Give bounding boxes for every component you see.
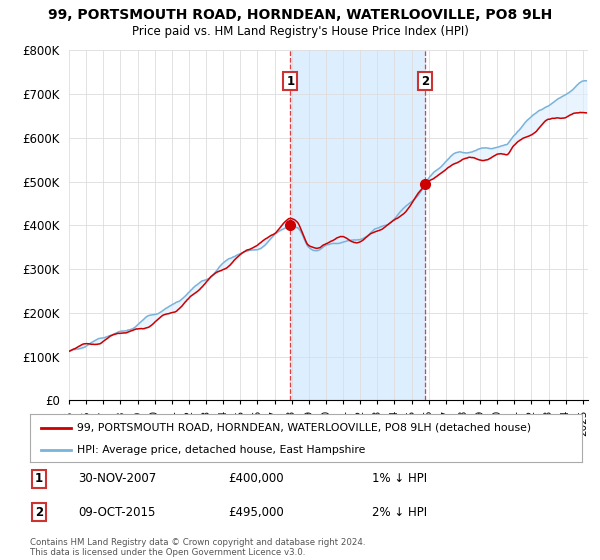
Text: 30-NOV-2007: 30-NOV-2007	[78, 472, 156, 486]
Text: £495,000: £495,000	[228, 506, 284, 519]
Text: 2: 2	[421, 74, 429, 87]
Text: £400,000: £400,000	[228, 472, 284, 486]
Text: Price paid vs. HM Land Registry's House Price Index (HPI): Price paid vs. HM Land Registry's House …	[131, 25, 469, 38]
Text: 99, PORTSMOUTH ROAD, HORNDEAN, WATERLOOVILLE, PO8 9LH (detached house): 99, PORTSMOUTH ROAD, HORNDEAN, WATERLOOV…	[77, 423, 531, 433]
Text: 99, PORTSMOUTH ROAD, HORNDEAN, WATERLOOVILLE, PO8 9LH: 99, PORTSMOUTH ROAD, HORNDEAN, WATERLOOV…	[48, 8, 552, 22]
Text: 1: 1	[286, 74, 295, 87]
Text: 1: 1	[35, 472, 43, 486]
Text: Contains HM Land Registry data © Crown copyright and database right 2024.
This d: Contains HM Land Registry data © Crown c…	[30, 538, 365, 557]
Text: HPI: Average price, detached house, East Hampshire: HPI: Average price, detached house, East…	[77, 445, 365, 455]
Text: 2% ↓ HPI: 2% ↓ HPI	[372, 506, 427, 519]
Text: 09-OCT-2015: 09-OCT-2015	[78, 506, 155, 519]
Text: 2: 2	[35, 506, 43, 519]
Bar	[290, 50, 425, 400]
Text: 1% ↓ HPI: 1% ↓ HPI	[372, 472, 427, 486]
